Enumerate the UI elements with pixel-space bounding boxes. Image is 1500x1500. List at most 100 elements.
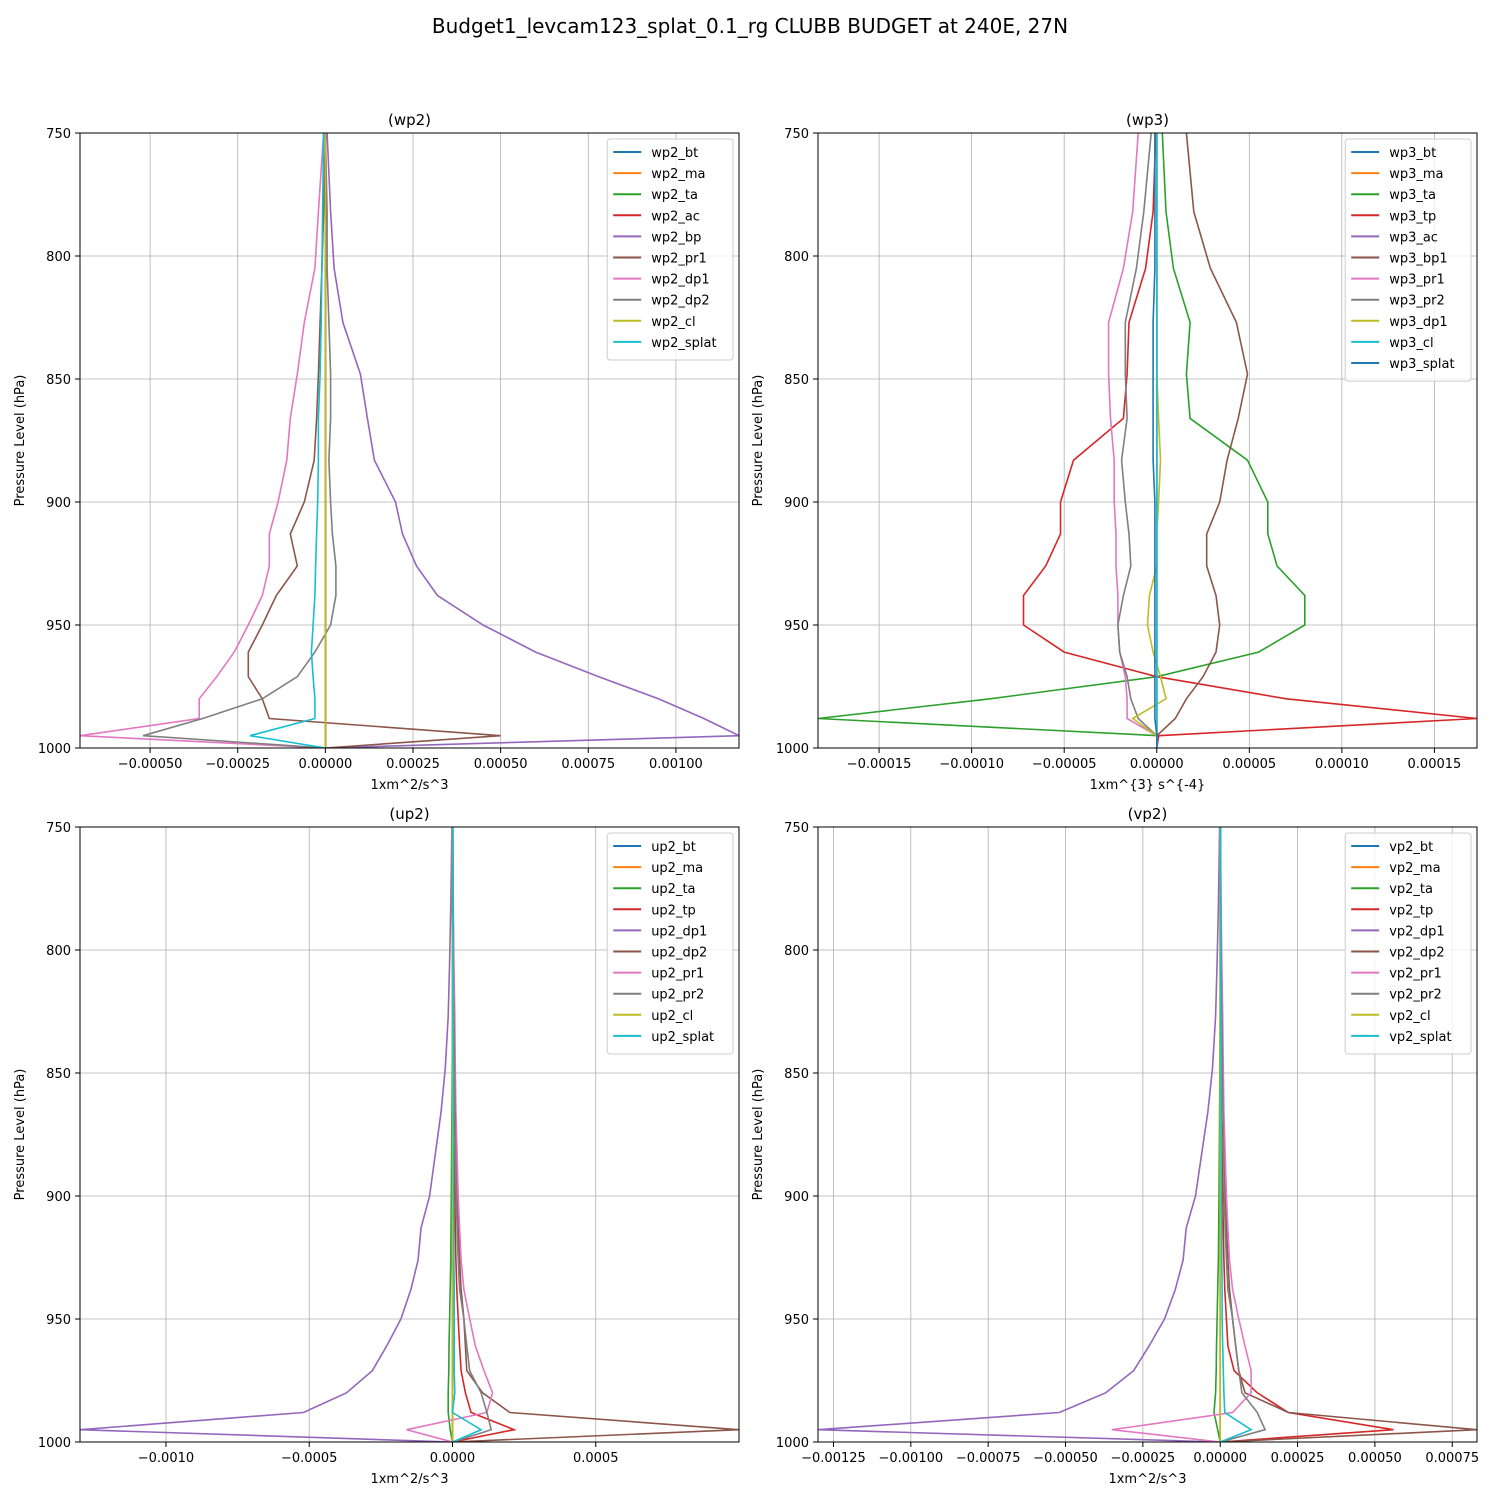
legend-label: wp3_pr1 [1389,273,1445,288]
chart-panel-3: −0.0010 −0.0005 0.0000 0.0005 750 800 850 900 95… [13,805,740,1487]
x-tick-label: −0.00015 [847,757,912,772]
series-line-wp3_bp1 [1156,133,1249,748]
series-line-up2_dp1 [80,827,453,1442]
y-axis-label: Pressure Level (hPa) [13,375,28,507]
y-tick-label: 900 [784,496,809,511]
series-group [818,827,1477,1442]
y-tick-label: 1000 [776,742,809,757]
y-tick-label: 950 [46,619,71,634]
x-tick-label: 0.00010 [1315,757,1369,772]
series-line-wp3_dp1 [1131,133,1167,748]
legend-label: wp2_ta [651,188,698,203]
y-tick-label: 1000 [38,1436,71,1451]
series-line-vp2_pr2 [1219,827,1267,1442]
series-line-wp2_pr1 [247,133,501,748]
axes-frame [79,132,740,749]
x-tick-label: 0.00015 [1408,757,1462,772]
series-line-vp2_pr1 [1111,827,1252,1442]
axes-frame [817,132,1478,749]
x-axis-label: 1xm^{3} s^{-4} [1090,778,1206,793]
panel-title: (wp3) [1126,111,1169,129]
legend-label: wp2_bp [651,230,701,245]
legend-label: vp2_dp2 [1389,946,1445,961]
panel-title: (wp2) [388,111,431,129]
y-tick-label: 1000 [38,742,71,757]
series-line-wp2_dp1 [80,133,326,748]
x-tick-label: −0.0010 [138,1451,194,1466]
x-tick-label: −0.00010 [939,757,1004,772]
y-tick-label: 950 [46,1313,71,1328]
series-line-wp3_pr2 [1117,133,1158,748]
y-tick-label: 750 [46,127,71,142]
legend-label: wp2_bt [651,146,698,161]
x-tick-label: 0.00000 [298,757,352,772]
series-line-wp3_splat [1152,133,1158,748]
legend-label: up2_bt [651,840,696,855]
legend-label: vp2_ma [1389,861,1440,876]
x-tick-label: −0.00005 [1032,757,1097,772]
series-line-up2_pr1 [406,827,494,1442]
y-tick-label: 800 [46,250,71,265]
y-tick-label: 950 [784,619,809,634]
legend-label: up2_pr1 [651,967,704,982]
legend: up2_bt up2_ma up2_ta up2_tp up2_dp1 up2_dp2up… [606,832,734,1055]
series-line-up2_tp [451,827,517,1442]
x-tick-label: 0.00100 [649,757,703,772]
series-line-wp2_dp2 [142,133,337,748]
y-tick-label: 800 [784,944,809,959]
legend-label: wp3_tp [1389,209,1436,224]
axes-frame [817,826,1478,1443]
legend-label: vp2_ta [1389,882,1433,897]
y-tick-label: 850 [46,1067,71,1082]
legend-label: vp2_splat [1389,1030,1451,1045]
x-tick-label: −0.00050 [1033,1451,1098,1466]
series-line-wp2_splat [249,133,326,748]
x-axis-label: 1xm^2/s^3 [1108,1472,1186,1487]
x-tick-label: 0.00050 [474,757,528,772]
y-tick-label: 1000 [776,1436,809,1451]
y-axis-label: Pressure Level (hPa) [13,1069,28,1201]
legend-label: up2_ta [651,882,695,897]
x-tick-label: 0.00000 [1193,1451,1247,1466]
x-tick-label: −0.00125 [801,1451,866,1466]
chart-panel-4: −0.00125 −0.00100 −0.00075 −0.00050 −0.00025… [751,805,1479,1487]
series-line-vp2_splat [1219,827,1253,1442]
legend-label: wp2_dp1 [651,273,709,288]
y-tick-label: 950 [784,1313,809,1328]
series-group [818,133,1477,748]
y-tick-label: 750 [784,127,809,142]
legend-label: wp3_bt [1389,146,1436,161]
series-group [80,133,739,748]
legend-label: up2_tp [651,903,696,918]
x-tick-label: 0.00005 [1222,757,1276,772]
legend-label: up2_splat [651,1030,714,1045]
x-tick-label: −0.00050 [118,757,183,772]
legend-label: vp2_cl [1389,1009,1430,1024]
x-tick-label: 0.00025 [386,757,440,772]
legend-label: up2_dp2 [651,946,707,961]
legend-label: vp2_pr1 [1389,967,1442,982]
x-tick-label: 0.00000 [1130,757,1184,772]
y-tick-label: 850 [46,373,71,388]
x-tick-label: −0.0005 [281,1451,337,1466]
x-tick-label: 0.00075 [1425,1451,1479,1466]
y-tick-label: 850 [784,1067,809,1082]
y-tick-label: 750 [46,821,71,836]
x-tick-label: 0.00050 [1348,1451,1402,1466]
chart-panel-2: −0.00015 −0.00010 −0.00005 0.00000 0.00005 0.… [751,111,1478,793]
y-axis-label: Pressure Level (hPa) [751,1069,766,1201]
panel-title: (up2) [389,805,429,823]
legend-label: wp3_splat [1389,357,1454,372]
x-tick-label: −0.00025 [205,757,270,772]
series-line-up2_splat [451,827,483,1442]
y-tick-label: 900 [784,1190,809,1205]
y-tick-label: 900 [46,1190,71,1205]
legend-label: wp2_cl [651,315,695,330]
series-line-vp2_ta [1213,827,1221,1442]
series-line-wp2_bp [325,133,739,748]
series-line-wp3_tp [1022,133,1477,748]
series-line-vp2_dp1 [818,827,1221,1442]
legend-label: wp2_splat [651,336,716,351]
x-tick-label: 0.0000 [430,1451,476,1466]
